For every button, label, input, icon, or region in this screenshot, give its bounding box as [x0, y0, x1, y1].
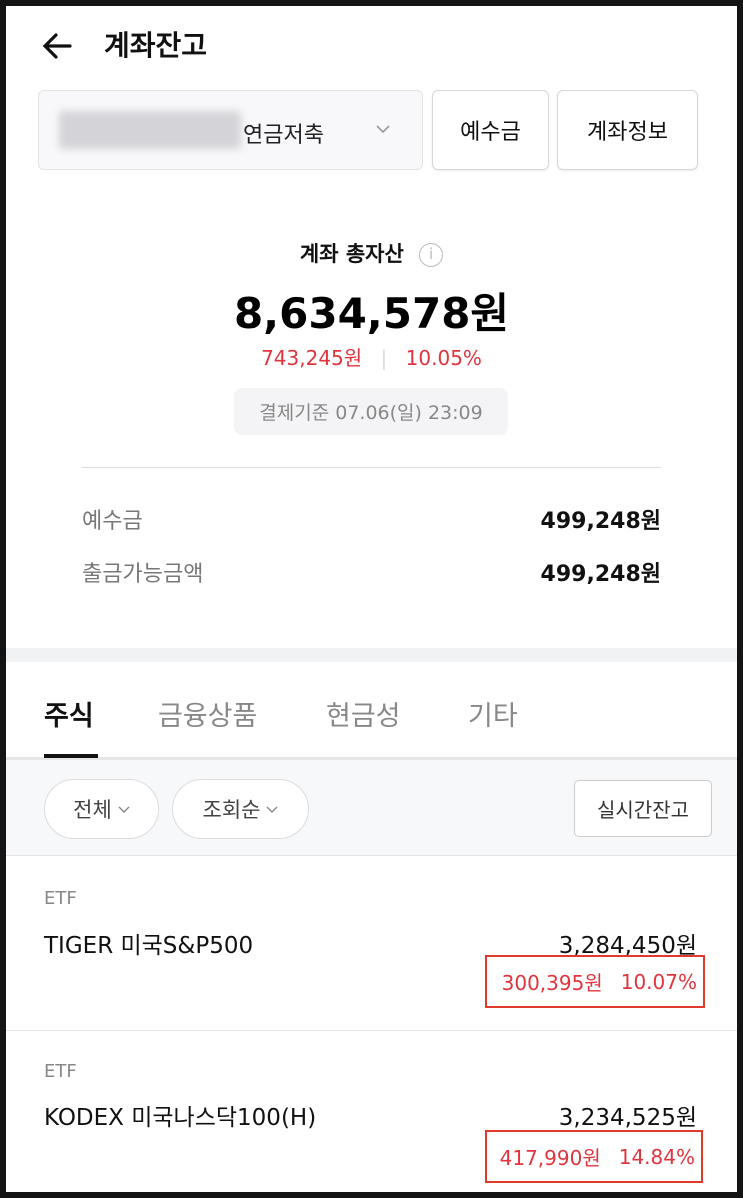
withdrawable-label: 출금가능금액: [82, 562, 204, 587]
chevron-down-icon: [118, 806, 130, 813]
realtime-balance-button[interactable]: 실시간잔고: [574, 780, 712, 837]
holding-profit-highlight: 300,395원 10.07%: [485, 955, 705, 1008]
page-title: 계좌잔고: [104, 29, 208, 62]
holding-profit: 300,395원: [501, 971, 603, 995]
tab-bar-border: [6, 757, 737, 760]
sort-filter[interactable]: 조회순: [172, 779, 309, 839]
holding-name: TIGER 미국S&P500: [44, 933, 254, 959]
divider: [6, 1030, 737, 1031]
holding-profit-highlight: 417,990원 14.84%: [485, 1130, 703, 1183]
account-number-blurred: [59, 111, 241, 149]
divider: [82, 467, 661, 468]
separator: |: [380, 346, 388, 370]
account-type: 연금저축: [243, 123, 324, 148]
tab-other[interactable]: 기타: [468, 701, 518, 732]
profit-amount: 743,245원: [261, 346, 363, 370]
active-tab-indicator: [44, 754, 98, 758]
profit-rate: 10.05%: [405, 346, 482, 370]
total-assets-label-row: 계좌 총자산 i: [6, 238, 737, 268]
holding-type: ETF: [44, 888, 77, 909]
info-icon[interactable]: i: [419, 243, 444, 267]
tab-financial-products[interactable]: 금융상품: [158, 701, 258, 732]
app-screen: 계좌잔고 연금저축 예수금 계좌정보 계좌 총자산 i 8,634,578원 7…: [6, 6, 737, 1192]
total-assets-amount: 8,634,578원: [233, 289, 510, 338]
withdrawable-value: 499,248원: [540, 562, 661, 587]
account-info-button[interactable]: 계좌정보: [557, 90, 698, 170]
section-gap: [6, 648, 737, 662]
sort-filter-label: 조회순: [202, 798, 261, 822]
deposit-value: 499,248원: [540, 509, 661, 534]
holding-rate: 14.84%: [618, 1144, 695, 1169]
settlement-timestamp: 결제기준 07.06(일) 23:09: [234, 388, 508, 435]
arrow-left-icon[interactable]: [40, 28, 76, 64]
category-filter-label: 전체: [73, 798, 112, 822]
account-selector[interactable]: 연금저축: [38, 90, 423, 170]
holding-amount: 3,234,525원: [558, 1105, 697, 1131]
holding-profit: 417,990원: [499, 1146, 601, 1170]
holding-amount: 3,284,450원: [558, 933, 697, 959]
profit-row: 743,245원 | 10.05%: [6, 342, 737, 371]
deposit-label: 예수금: [82, 509, 143, 534]
holding-type: ETF: [44, 1061, 77, 1082]
holding-name: KODEX 미국나스닥100(H): [44, 1105, 317, 1131]
category-filter[interactable]: 전체: [44, 779, 159, 839]
chevron-down-icon: [266, 806, 278, 813]
total-assets-label: 계좌 총자산: [299, 242, 404, 266]
chevron-down-icon: [376, 125, 390, 134]
tab-stocks[interactable]: 주식: [44, 701, 94, 732]
deposit-button[interactable]: 예수금: [432, 90, 549, 170]
tab-cash-equivalents[interactable]: 현금성: [326, 701, 401, 732]
holding-rate: 10.07%: [620, 969, 697, 994]
